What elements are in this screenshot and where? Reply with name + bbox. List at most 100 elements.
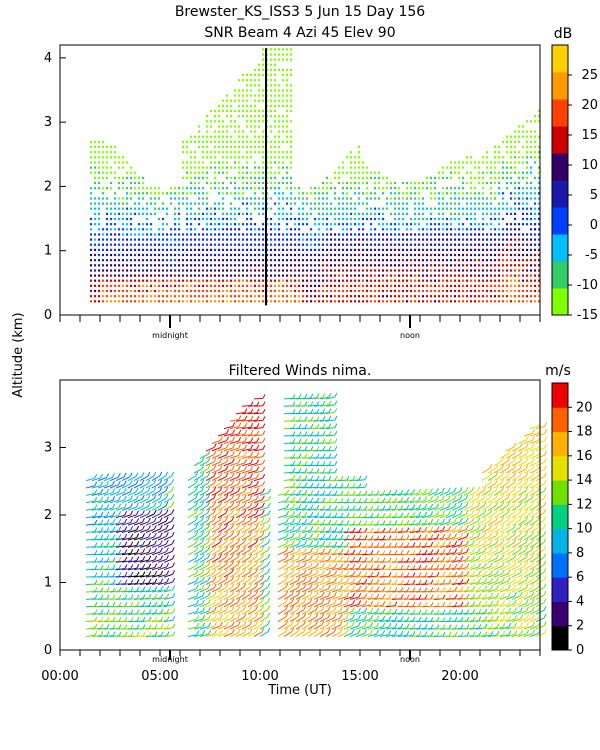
snr-cell bbox=[118, 284, 121, 287]
wind-barb-flag bbox=[261, 509, 265, 515]
wind-barb-flag bbox=[225, 575, 229, 581]
snr-cell bbox=[318, 207, 321, 210]
snr-cell bbox=[210, 135, 213, 138]
wind-barb-flag bbox=[237, 568, 241, 573]
snr-cell bbox=[354, 284, 357, 287]
snr-cell bbox=[422, 243, 425, 246]
snr-cell bbox=[290, 192, 293, 195]
snr-cell bbox=[534, 161, 537, 164]
snr-cell bbox=[250, 140, 253, 143]
snr-cell bbox=[198, 217, 201, 221]
snr-cell bbox=[342, 264, 345, 267]
snr-cell bbox=[254, 166, 257, 169]
wind-barb-flag bbox=[316, 526, 320, 532]
wind-barb-flag bbox=[118, 624, 122, 629]
snr-cell bbox=[198, 300, 201, 303]
wind-barb-flag bbox=[297, 569, 301, 574]
snr-cell bbox=[518, 243, 521, 246]
snr-cell bbox=[330, 274, 333, 277]
snr-cell bbox=[146, 279, 149, 282]
snr-cell bbox=[434, 248, 437, 251]
wind-barb-flag bbox=[213, 606, 217, 612]
snr-cell bbox=[250, 238, 253, 241]
snr-cell bbox=[222, 269, 225, 272]
snr-cell bbox=[170, 248, 173, 251]
wind-barb bbox=[235, 632, 245, 637]
snr-cell bbox=[490, 171, 493, 174]
snr-cell bbox=[522, 259, 525, 262]
snr-cell bbox=[118, 264, 121, 267]
snr-cell bbox=[478, 181, 481, 185]
wind-barb-flag bbox=[207, 457, 211, 462]
snr-cell bbox=[258, 279, 261, 282]
wind-barb-flag bbox=[321, 584, 325, 589]
snr-cell bbox=[534, 295, 537, 298]
snr-cell bbox=[322, 197, 325, 200]
snr-cell bbox=[322, 295, 325, 298]
snr-cell bbox=[226, 295, 229, 298]
snr-cell bbox=[522, 161, 525, 164]
snr-cell bbox=[322, 233, 325, 236]
snr-cell bbox=[250, 115, 253, 118]
snr-cell bbox=[326, 176, 329, 179]
wind-barb-flag bbox=[244, 408, 248, 413]
snr-cell bbox=[262, 145, 265, 149]
snr-cell bbox=[246, 120, 249, 123]
wind-barb bbox=[259, 542, 269, 548]
wind-barb-flag bbox=[160, 570, 164, 576]
snr-cell bbox=[258, 99, 261, 102]
snr-cell bbox=[410, 233, 413, 236]
snr-cell bbox=[246, 274, 249, 277]
wind-barb bbox=[193, 482, 203, 489]
wind-barb bbox=[289, 507, 299, 511]
snr-cell bbox=[526, 269, 529, 272]
snr-cell bbox=[502, 264, 505, 267]
snr-cell bbox=[434, 233, 437, 236]
snr-cell bbox=[350, 171, 353, 174]
wind-barb bbox=[115, 545, 125, 548]
wind-barb bbox=[247, 477, 257, 482]
snr-cell bbox=[498, 217, 501, 221]
snr-cell bbox=[402, 233, 405, 236]
snr-cell bbox=[286, 109, 289, 113]
snr-cell bbox=[266, 140, 269, 143]
snr-cell bbox=[254, 248, 257, 251]
snr-cell bbox=[522, 238, 525, 241]
snr-cell bbox=[526, 217, 529, 221]
snr-cell bbox=[190, 202, 193, 205]
snr-cell bbox=[286, 202, 289, 205]
snr-cell bbox=[298, 289, 301, 293]
wind-barb-flag bbox=[291, 554, 295, 559]
wind-barb bbox=[193, 497, 202, 504]
snr-cell bbox=[270, 156, 273, 159]
snr-cell bbox=[378, 212, 381, 215]
snr-cell bbox=[414, 253, 417, 257]
wind-barb-flag bbox=[136, 563, 140, 569]
snr-cell bbox=[242, 104, 245, 107]
snr-cell bbox=[506, 259, 509, 262]
wind-barb-flag bbox=[130, 503, 133, 508]
snr-cell bbox=[454, 197, 457, 200]
snr-cell bbox=[294, 202, 297, 205]
snr-cell bbox=[354, 238, 357, 241]
snr-cell bbox=[450, 243, 453, 246]
snr-cell bbox=[94, 259, 97, 262]
wind-barb bbox=[211, 439, 221, 444]
snr-cell bbox=[106, 212, 109, 215]
snr-cell bbox=[450, 274, 453, 277]
wind-barb-flag bbox=[310, 453, 314, 459]
snr-cell bbox=[498, 161, 501, 164]
wind-barb-flag bbox=[118, 594, 122, 600]
snr-cell bbox=[154, 192, 157, 195]
snr-cell bbox=[330, 181, 333, 185]
wind-barb-flag bbox=[285, 575, 289, 581]
wind-barb-flag bbox=[225, 606, 229, 611]
snr-cell bbox=[250, 274, 253, 277]
wind-barb-flag bbox=[291, 590, 295, 596]
snr-cell bbox=[526, 130, 529, 133]
snr-cell bbox=[346, 264, 349, 267]
snr-cell bbox=[506, 181, 509, 185]
snr-cell bbox=[134, 243, 137, 246]
snr-cell bbox=[274, 228, 277, 231]
snr-cell bbox=[142, 233, 145, 236]
